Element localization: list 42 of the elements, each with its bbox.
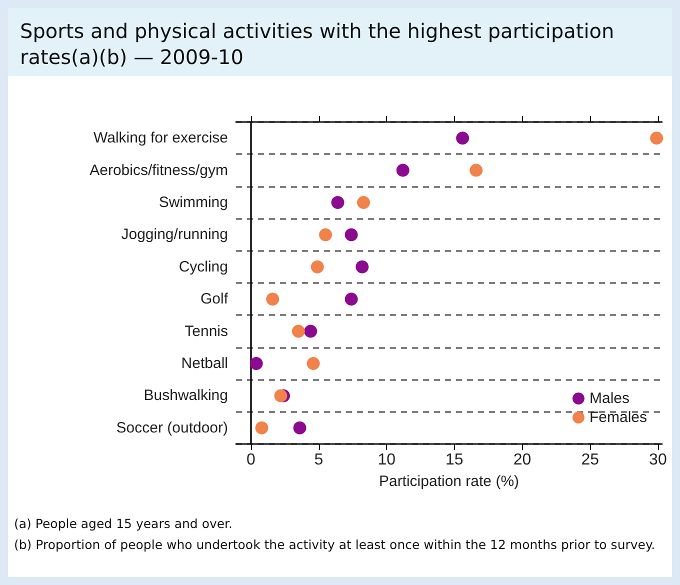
y-tick-label: Swimming: [158, 194, 228, 211]
x-tick-label: 0: [246, 452, 256, 468]
y-tick-label: Aerobics/fitness/gym: [90, 162, 228, 179]
x-tick-label: 10: [378, 452, 396, 468]
x-tick-label: 15: [446, 452, 464, 468]
y-tick-label: Soccer (outdoor): [116, 419, 228, 436]
point: [396, 164, 410, 177]
x-tick-label: 5: [314, 452, 324, 468]
point: [293, 421, 306, 434]
y-tick-label: Cycling: [178, 258, 228, 276]
point: [306, 357, 320, 370]
legend-label: Females: [589, 409, 648, 426]
point: [319, 228, 332, 242]
point: [470, 164, 483, 177]
x-tick-label: 30: [649, 452, 667, 468]
point: [456, 132, 470, 145]
point: [292, 324, 305, 338]
y-tick-label: Tennis: [184, 322, 228, 340]
chart-title: Sports and physical activities with the highest participation rates(a)(b) — 2009-10: [8, 8, 672, 76]
point: [250, 357, 263, 370]
y-tick-label: Bushwalking: [144, 387, 228, 404]
y-tick-label: Netball: [181, 355, 228, 372]
text: (a) People aged 15 years and over.: [14, 516, 234, 531]
point: [344, 292, 358, 306]
point: [266, 292, 280, 306]
x-tick-label: 20: [513, 452, 532, 468]
x-tick-label: 25: [581, 452, 600, 468]
y-tick-label: Jogging/running: [121, 226, 228, 244]
point: [255, 421, 268, 434]
point: [310, 260, 324, 274]
point: [331, 196, 344, 209]
point: [304, 324, 318, 338]
point: [650, 132, 664, 145]
legend-label: Males: [589, 390, 630, 407]
point: [344, 228, 358, 242]
x-axis-title: Participation rate (%): [378, 473, 520, 490]
y-tick-label: Walking for exercise: [94, 130, 228, 147]
point: [274, 389, 288, 402]
y-tick-label: Golf: [200, 290, 229, 308]
point: [356, 260, 369, 274]
point: [357, 196, 370, 209]
text: (b) Proportion of people who undertook the activity at least once within the 12 months prior to survey.: [14, 537, 656, 552]
